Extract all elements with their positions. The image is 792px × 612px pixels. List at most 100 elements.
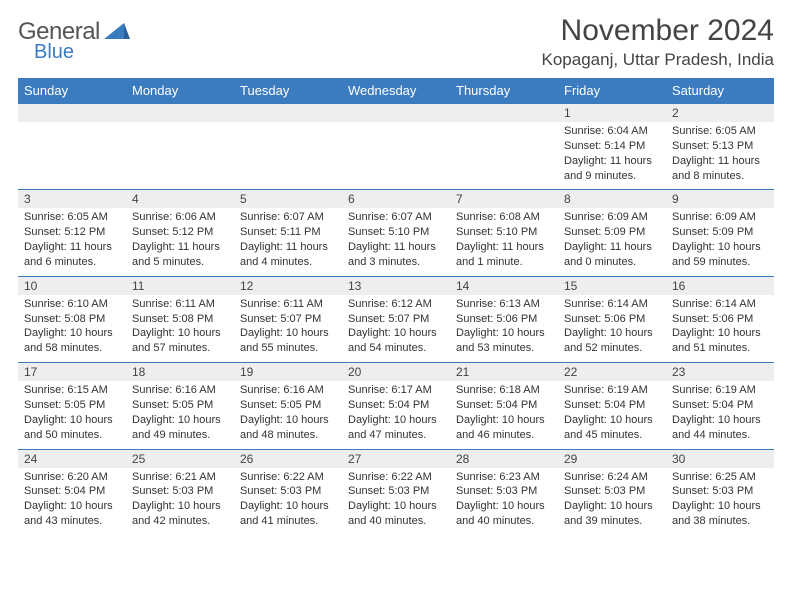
day-info-row: Sunrise: 6:15 AMSunset: 5:05 PMDaylight:… bbox=[18, 381, 774, 449]
day-number-cell: 19 bbox=[234, 363, 342, 382]
day-info-cell: Sunrise: 6:20 AMSunset: 5:04 PMDaylight:… bbox=[18, 468, 126, 535]
day-number-cell bbox=[126, 104, 234, 123]
day-number-cell: 13 bbox=[342, 276, 450, 295]
day-info-cell: Sunrise: 6:24 AMSunset: 5:03 PMDaylight:… bbox=[558, 468, 666, 535]
sunrise-text: Sunrise: 6:10 AM bbox=[24, 297, 120, 312]
day-number-cell: 2 bbox=[666, 104, 774, 123]
day-info-cell: Sunrise: 6:07 AMSunset: 5:10 PMDaylight:… bbox=[342, 208, 450, 276]
daylight-text: Daylight: 10 hours and 49 minutes. bbox=[132, 413, 228, 443]
sunset-text: Sunset: 5:10 PM bbox=[456, 225, 552, 240]
daylight-text: Daylight: 10 hours and 55 minutes. bbox=[240, 326, 336, 356]
sunrise-text: Sunrise: 6:09 AM bbox=[672, 210, 768, 225]
daylight-text: Daylight: 10 hours and 52 minutes. bbox=[564, 326, 660, 356]
daylight-text: Daylight: 10 hours and 50 minutes. bbox=[24, 413, 120, 443]
brand-blue-text: Blue bbox=[34, 42, 130, 62]
day-info-cell: Sunrise: 6:19 AMSunset: 5:04 PMDaylight:… bbox=[666, 381, 774, 449]
daylight-text: Daylight: 10 hours and 58 minutes. bbox=[24, 326, 120, 356]
day-info-row: Sunrise: 6:20 AMSunset: 5:04 PMDaylight:… bbox=[18, 468, 774, 535]
day-number-cell: 25 bbox=[126, 449, 234, 468]
sunrise-text: Sunrise: 6:23 AM bbox=[456, 470, 552, 485]
day-number: 11 bbox=[132, 279, 144, 293]
day-info-cell: Sunrise: 6:14 AMSunset: 5:06 PMDaylight:… bbox=[666, 295, 774, 363]
sunrise-text: Sunrise: 6:07 AM bbox=[348, 210, 444, 225]
brand-logo: General Blue bbox=[18, 20, 130, 62]
day-number: 28 bbox=[456, 452, 469, 466]
sunset-text: Sunset: 5:13 PM bbox=[672, 139, 768, 154]
day-number-cell: 26 bbox=[234, 449, 342, 468]
day-info-cell: Sunrise: 6:17 AMSunset: 5:04 PMDaylight:… bbox=[342, 381, 450, 449]
sunrise-text: Sunrise: 6:09 AM bbox=[564, 210, 660, 225]
day-number-cell: 17 bbox=[18, 363, 126, 382]
daylight-text: Daylight: 11 hours and 4 minutes. bbox=[240, 240, 336, 270]
sunrise-text: Sunrise: 6:16 AM bbox=[132, 383, 228, 398]
sunrise-text: Sunrise: 6:04 AM bbox=[564, 124, 660, 139]
day-number-cell bbox=[234, 104, 342, 123]
day-info-cell: Sunrise: 6:09 AMSunset: 5:09 PMDaylight:… bbox=[666, 208, 774, 276]
sunset-text: Sunset: 5:11 PM bbox=[240, 225, 336, 240]
day-number: 21 bbox=[456, 365, 469, 379]
day-number: 18 bbox=[132, 365, 145, 379]
day-number: 8 bbox=[564, 192, 571, 206]
sunrise-text: Sunrise: 6:18 AM bbox=[456, 383, 552, 398]
sunrise-text: Sunrise: 6:20 AM bbox=[24, 470, 120, 485]
day-number-cell: 15 bbox=[558, 276, 666, 295]
daylight-text: Daylight: 10 hours and 39 minutes. bbox=[564, 499, 660, 529]
day-number-cell: 10 bbox=[18, 276, 126, 295]
month-title: November 2024 bbox=[542, 14, 774, 48]
day-info-cell: Sunrise: 6:11 AMSunset: 5:07 PMDaylight:… bbox=[234, 295, 342, 363]
day-info-cell: Sunrise: 6:05 AMSunset: 5:12 PMDaylight:… bbox=[18, 208, 126, 276]
day-number: 19 bbox=[240, 365, 253, 379]
day-number-cell: 12 bbox=[234, 276, 342, 295]
weekday-header: Sunday bbox=[18, 78, 126, 104]
day-number-row: 24252627282930 bbox=[18, 449, 774, 468]
day-number-cell bbox=[450, 104, 558, 123]
weekday-header: Wednesday bbox=[342, 78, 450, 104]
day-number-cell bbox=[18, 104, 126, 123]
sunrise-text: Sunrise: 6:12 AM bbox=[348, 297, 444, 312]
day-number-cell: 24 bbox=[18, 449, 126, 468]
sunset-text: Sunset: 5:12 PM bbox=[132, 225, 228, 240]
day-info-cell bbox=[450, 122, 558, 190]
sunset-text: Sunset: 5:03 PM bbox=[456, 484, 552, 499]
day-info-row: Sunrise: 6:05 AMSunset: 5:12 PMDaylight:… bbox=[18, 208, 774, 276]
title-block: November 2024 Kopaganj, Uttar Pradesh, I… bbox=[542, 14, 774, 70]
day-number: 4 bbox=[132, 192, 139, 206]
day-number-cell: 7 bbox=[450, 190, 558, 209]
day-info-cell: Sunrise: 6:13 AMSunset: 5:06 PMDaylight:… bbox=[450, 295, 558, 363]
day-info-row: Sunrise: 6:10 AMSunset: 5:08 PMDaylight:… bbox=[18, 295, 774, 363]
day-number: 13 bbox=[348, 279, 361, 293]
sunset-text: Sunset: 5:05 PM bbox=[132, 398, 228, 413]
day-info-cell bbox=[18, 122, 126, 190]
sunrise-text: Sunrise: 6:16 AM bbox=[240, 383, 336, 398]
day-number-cell: 6 bbox=[342, 190, 450, 209]
daylight-text: Daylight: 11 hours and 6 minutes. bbox=[24, 240, 120, 270]
day-number-cell: 30 bbox=[666, 449, 774, 468]
sunset-text: Sunset: 5:03 PM bbox=[132, 484, 228, 499]
day-number-cell: 8 bbox=[558, 190, 666, 209]
daylight-text: Daylight: 10 hours and 43 minutes. bbox=[24, 499, 120, 529]
daylight-text: Daylight: 10 hours and 51 minutes. bbox=[672, 326, 768, 356]
day-info-cell bbox=[234, 122, 342, 190]
day-number: 7 bbox=[456, 192, 463, 206]
sunset-text: Sunset: 5:07 PM bbox=[348, 312, 444, 327]
daylight-text: Daylight: 10 hours and 47 minutes. bbox=[348, 413, 444, 443]
day-number-cell: 23 bbox=[666, 363, 774, 382]
day-number: 22 bbox=[564, 365, 577, 379]
day-info-cell: Sunrise: 6:18 AMSunset: 5:04 PMDaylight:… bbox=[450, 381, 558, 449]
daylight-text: Daylight: 10 hours and 40 minutes. bbox=[456, 499, 552, 529]
day-number-row: 17181920212223 bbox=[18, 363, 774, 382]
day-number-cell: 3 bbox=[18, 190, 126, 209]
daylight-text: Daylight: 10 hours and 53 minutes. bbox=[456, 326, 552, 356]
calendar-table: SundayMondayTuesdayWednesdayThursdayFrid… bbox=[18, 78, 774, 535]
day-number: 6 bbox=[348, 192, 355, 206]
day-number-cell: 16 bbox=[666, 276, 774, 295]
day-number: 27 bbox=[348, 452, 361, 466]
day-number-cell: 1 bbox=[558, 104, 666, 123]
page-header: General Blue November 2024 Kopaganj, Utt… bbox=[18, 14, 774, 70]
sunset-text: Sunset: 5:09 PM bbox=[564, 225, 660, 240]
day-number: 2 bbox=[672, 106, 679, 120]
sunrise-text: Sunrise: 6:13 AM bbox=[456, 297, 552, 312]
daylight-text: Daylight: 10 hours and 48 minutes. bbox=[240, 413, 336, 443]
day-number-row: 12 bbox=[18, 104, 774, 123]
day-info-cell: Sunrise: 6:14 AMSunset: 5:06 PMDaylight:… bbox=[558, 295, 666, 363]
